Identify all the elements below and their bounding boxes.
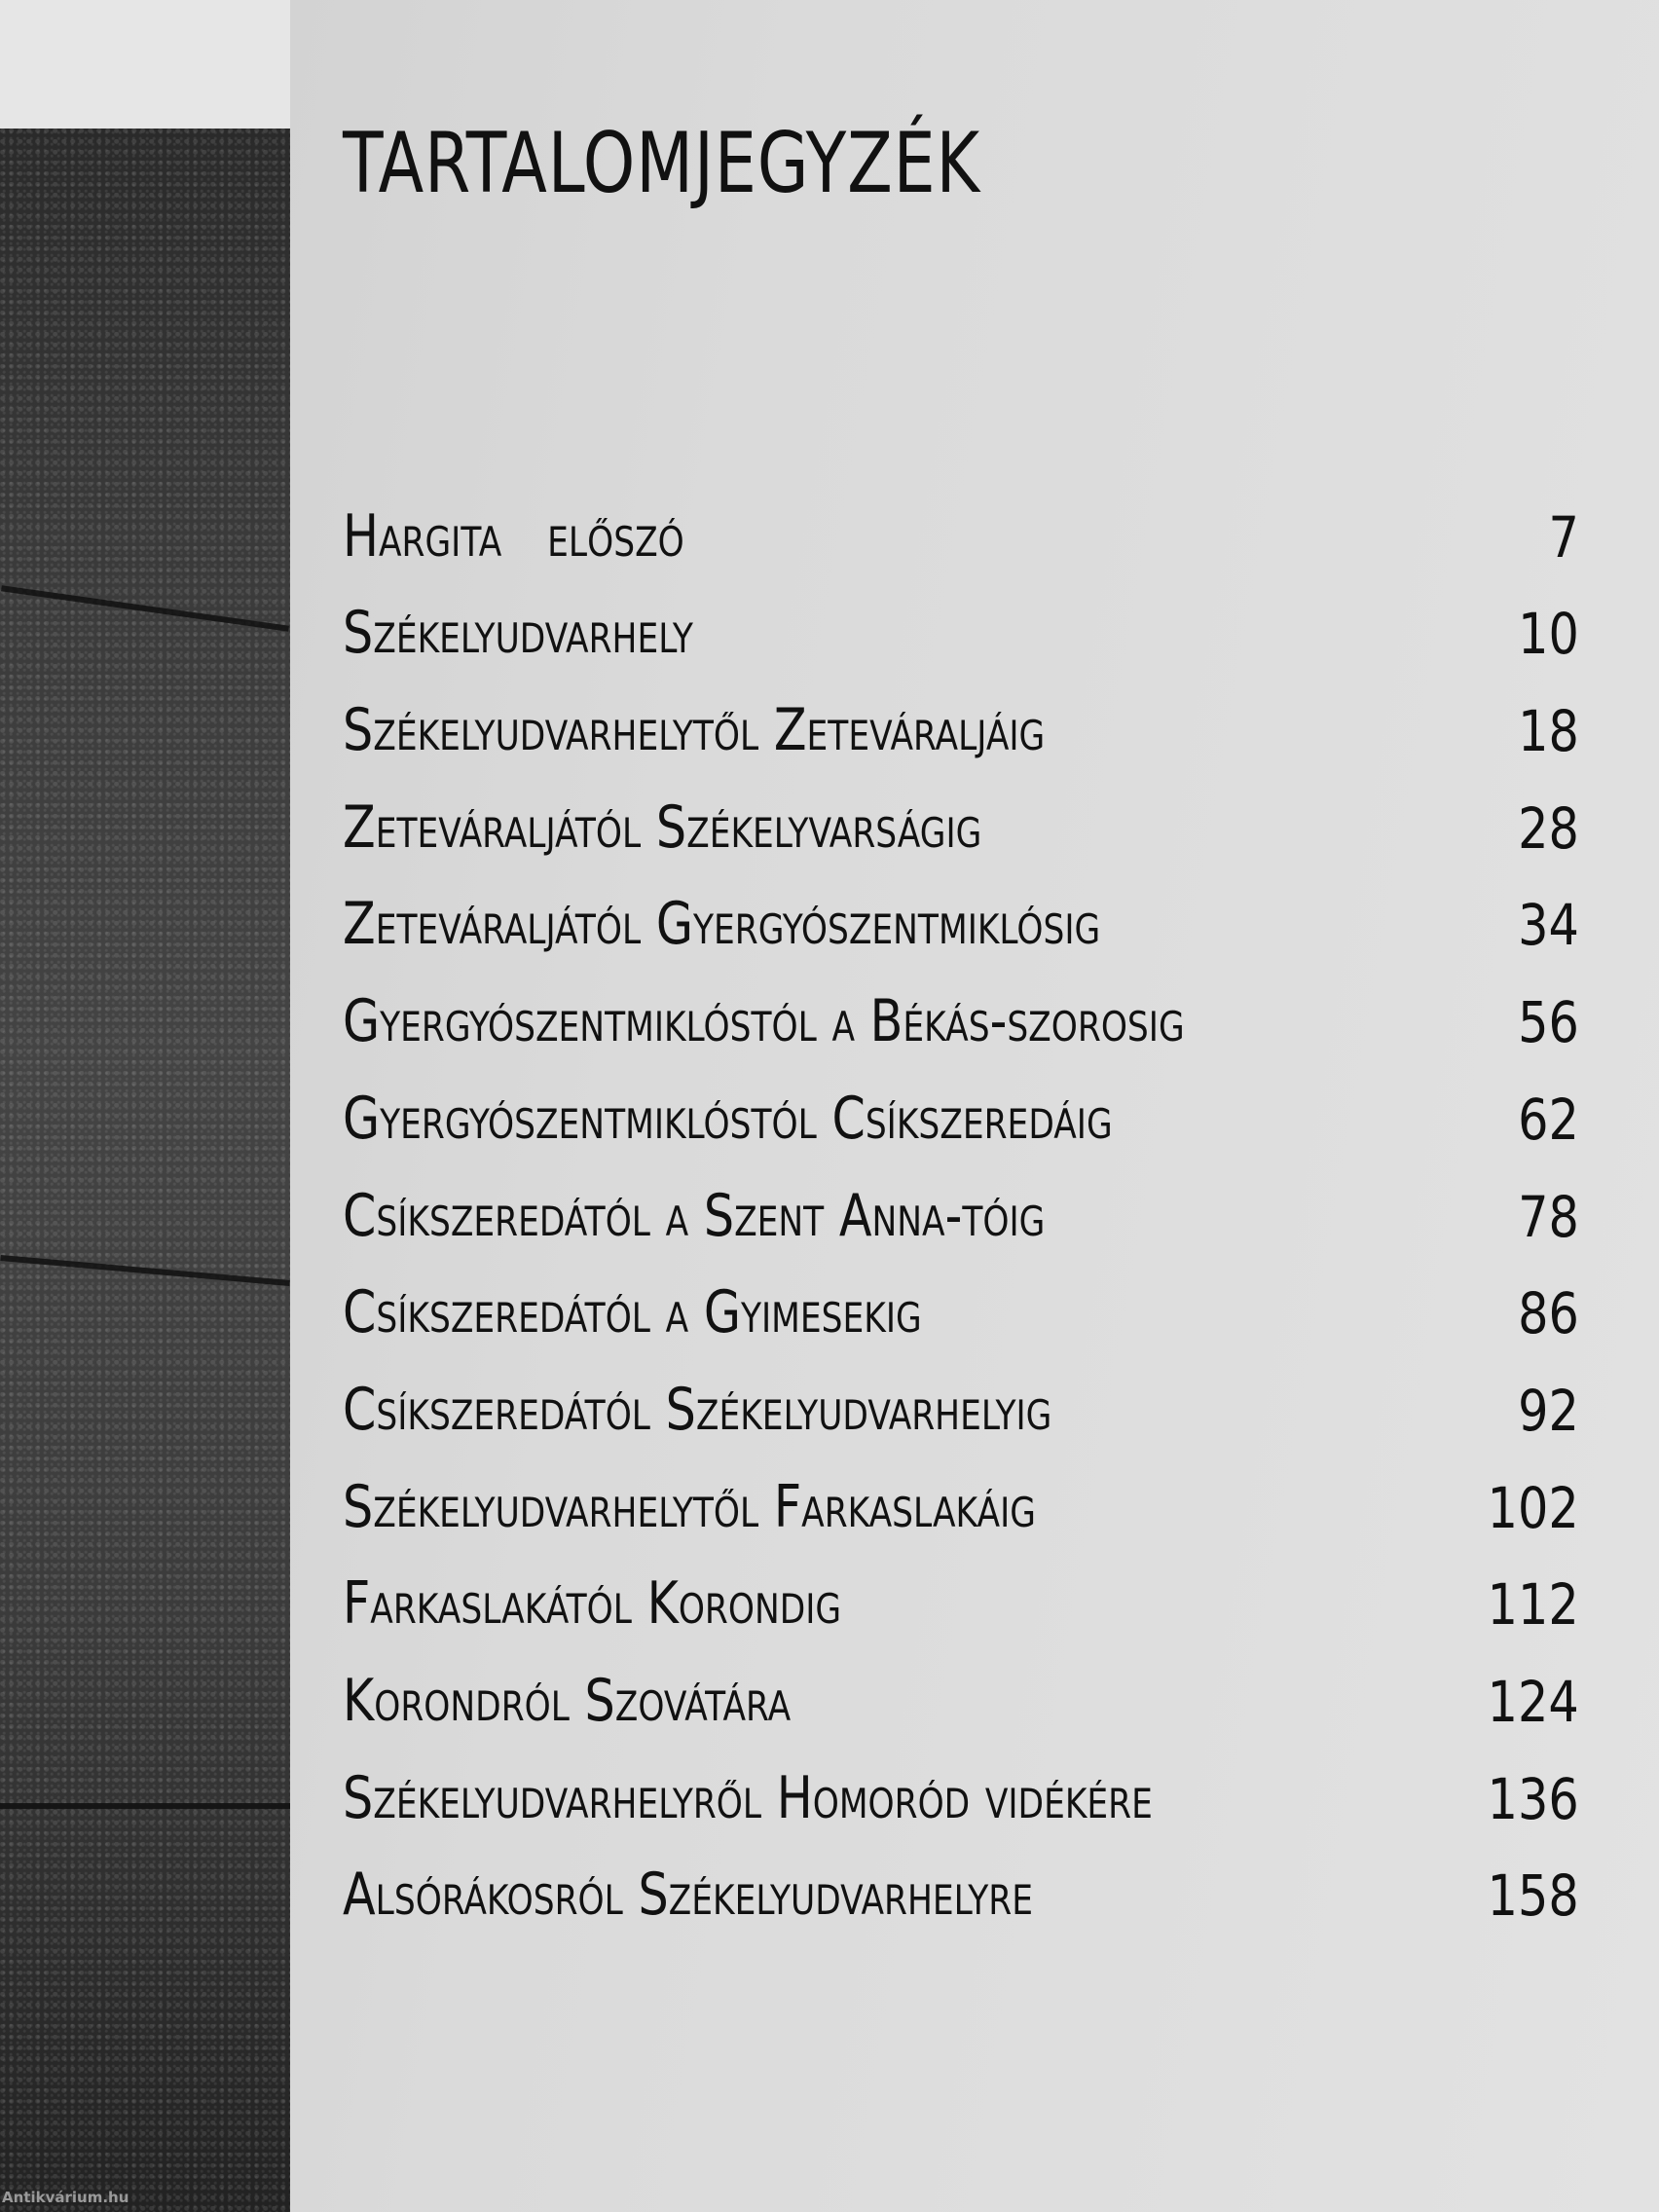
toc-entry-title: Alsórákosról Székelyudvarhelyre xyxy=(343,1861,1033,1930)
toc-entry: Korondról Szovátára 124 xyxy=(343,1638,1579,1735)
toc-entry: Zeteváraljától Gyergyószentmiklósig 34 xyxy=(343,862,1579,959)
toc-entry-title: Hargita előszó xyxy=(343,501,684,571)
toc-entry-title: Farkaslakától Korondig xyxy=(343,1569,842,1639)
toc-entry-page-number: 34 xyxy=(1518,892,1579,959)
toc-entry-title: Székelyudvarhelyről Homoród vidékére xyxy=(343,1763,1153,1832)
toc-entry-page-number: 10 xyxy=(1518,601,1579,668)
toc-entry-page-number: 62 xyxy=(1518,1086,1579,1153)
page-margin xyxy=(0,0,290,129)
toc-entry-title: Csíkszeredától Székelyudvarhelyig xyxy=(343,1375,1052,1444)
toc-entry: Alsórákosról Székelyudvarhelyre 158 xyxy=(343,1832,1579,1930)
toc-entry-page-number: 56 xyxy=(1518,989,1579,1056)
toc-entry: Farkaslakától Korondig 112 xyxy=(343,1541,1579,1639)
toc-entry-title: Gyergyószentmiklóstól a Békás-szorosig xyxy=(343,987,1185,1056)
toc-entry-page-number: 158 xyxy=(1487,1862,1579,1930)
fence-line xyxy=(1,585,289,632)
toc-entry-page-number: 136 xyxy=(1487,1765,1579,1832)
toc-entry: Csíkszeredától a Gyimesekig 86 xyxy=(343,1250,1579,1347)
watermark: Antikvárium.hu xyxy=(2,2189,129,2206)
toc-entry-title: Csíkszeredától a Szent Anna-tóig xyxy=(343,1181,1046,1250)
toc-entry-page-number: 124 xyxy=(1487,1668,1579,1735)
toc-entry-title: Csíkszeredától a Gyimesekig xyxy=(343,1278,922,1347)
toc-entry-title: Zeteváraljától Székelyvarságig xyxy=(343,793,982,862)
toc-entry: Székelyudvarhelytől Farkaslakáig 102 xyxy=(343,1444,1579,1541)
toc-entry-page-number: 28 xyxy=(1518,794,1579,862)
toc-entry-title: Zeteváraljától Gyergyószentmiklósig xyxy=(343,890,1101,959)
toc-entry: Hargita előszó 7 xyxy=(343,473,1579,571)
toc-entry-title: Székelyudvarhely xyxy=(343,599,693,668)
toc-entry-page-number: 102 xyxy=(1487,1474,1579,1541)
toc-entry-page-number: 112 xyxy=(1487,1571,1579,1639)
landscape-photo: Antikvárium.hu xyxy=(0,129,290,2212)
fence-line xyxy=(0,1255,290,1286)
toc-entry: Székelyudvarhelytől Zeteváraljáig 18 xyxy=(343,667,1579,764)
toc-entry-page-number: 18 xyxy=(1518,698,1579,765)
toc-entry: Gyergyószentmiklóstól a Békás-szorosig 56 xyxy=(343,958,1579,1055)
fence-line xyxy=(0,1803,290,1809)
toc-entry-page-number: 7 xyxy=(1548,503,1579,571)
toc-entry-page-number: 78 xyxy=(1518,1183,1579,1250)
toc-entry-title: Székelyudvarhelytől Farkaslakáig xyxy=(343,1472,1036,1541)
toc-entry-page-number: 86 xyxy=(1518,1280,1579,1347)
toc-entry: Székelyudvarhely 10 xyxy=(343,571,1579,668)
toc-entry: Csíkszeredától Székelyudvarhelyig 92 xyxy=(343,1346,1579,1444)
toc-entry-title: Székelyudvarhelytől Zeteváraljáig xyxy=(343,696,1046,765)
toc-entry-page-number: 92 xyxy=(1518,1377,1579,1444)
toc-entry: Zeteváraljától Székelyvarságig 28 xyxy=(343,764,1579,862)
toc-entry: Gyergyószentmiklóstól Csíkszeredáig 62 xyxy=(343,1055,1579,1153)
toc-entry-title: Gyergyószentmiklóstól Csíkszeredáig xyxy=(343,1084,1113,1153)
toc-entry-title: Korondról Szovátára xyxy=(343,1666,792,1735)
toc-entry: Csíkszeredától a Szent Anna-tóig 78 xyxy=(343,1153,1579,1250)
page-title: TARTALOMJEGYZÉK xyxy=(343,115,981,212)
toc-entry: Székelyudvarhelyről Homoród vidékére 136 xyxy=(343,1735,1579,1832)
table-of-contents: Hargita előszó 7 Székelyudvarhely 10 Székely… xyxy=(343,473,1579,1930)
